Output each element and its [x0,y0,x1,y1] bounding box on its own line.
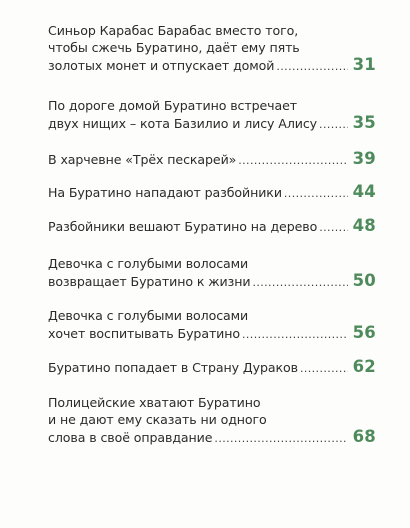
toc-entry: Буратино попадает в Страну Дураков 62 [48,358,376,377]
entry-title-line: Девочка с голубыми волосами [48,308,249,323]
entry-title-line: В харчевне «Трёх пескарей» [48,152,237,167]
entry-title-line: Девочка с голубыми волосами [48,256,249,271]
toc-entry: В харчевне «Трёх пескарей» 39 [48,150,376,169]
page-number: 62 [352,357,376,376]
entry-title-line: хочет воспитывать Буратино [48,326,241,341]
dot-leader [319,219,348,236]
entry-title-line: На Буратино нападают разбойники [48,185,282,200]
entry-title-line: По дороге домой Буратино встречает [48,98,297,113]
page-number: 31 [352,55,376,74]
page-number: 35 [352,113,376,132]
toc-entry: Разбойники вешают Буратино на дерево 48 [48,217,376,236]
toc-entry: По дороге домой Буратино встречает двух … [48,97,376,133]
dot-leader [319,116,348,133]
dot-leader [300,360,348,377]
entry-title-line: Буратино попадает в Страну Дураков [48,360,298,375]
page-number: 44 [352,182,376,201]
entry-title-line: Разбойники вешают Буратино на дерево [48,219,318,234]
entry-title-line: золотых монет и отпускает домой [48,58,275,73]
entry-title-line: и не дают ему сказать ни одного [48,412,267,427]
page-number: 50 [352,271,376,290]
page-number: 39 [352,149,376,168]
toc-entry: На Буратино нападают разбойники 44 [48,183,376,202]
dot-leader [242,326,348,343]
toc-entry: Полицейские хватают Буратино и не дают е… [48,394,376,447]
entry-title-line: двух нищих – кота Базилио и лису Алису [48,116,318,131]
page-number: 68 [352,427,376,446]
dot-leader [276,58,348,75]
entry-title-line: Синьор Карабас Барабас вместо того, [48,23,299,38]
toc-entry: Синьор Карабас Барабас вместо того, чтоб… [48,22,376,75]
toc-entry: Девочка с голубыми волосами хочет воспит… [48,307,376,343]
entry-title-line: Полицейские хватают Буратино [48,395,261,410]
page-number: 48 [352,216,376,235]
dot-leader [238,152,348,169]
entry-title-line: чтобы сжечь Буратино, даёт ему пять [48,40,300,55]
page-number: 56 [352,323,376,342]
toc-entry: Девочка с голубыми волосами возвращает Б… [48,255,376,291]
entry-title-line: слова в своё оправдание [48,430,213,445]
entry-title-line: возвращает Буратино к жизни [48,274,251,289]
dot-leader [214,430,348,447]
dot-leader [252,274,348,291]
dot-leader [284,185,348,202]
